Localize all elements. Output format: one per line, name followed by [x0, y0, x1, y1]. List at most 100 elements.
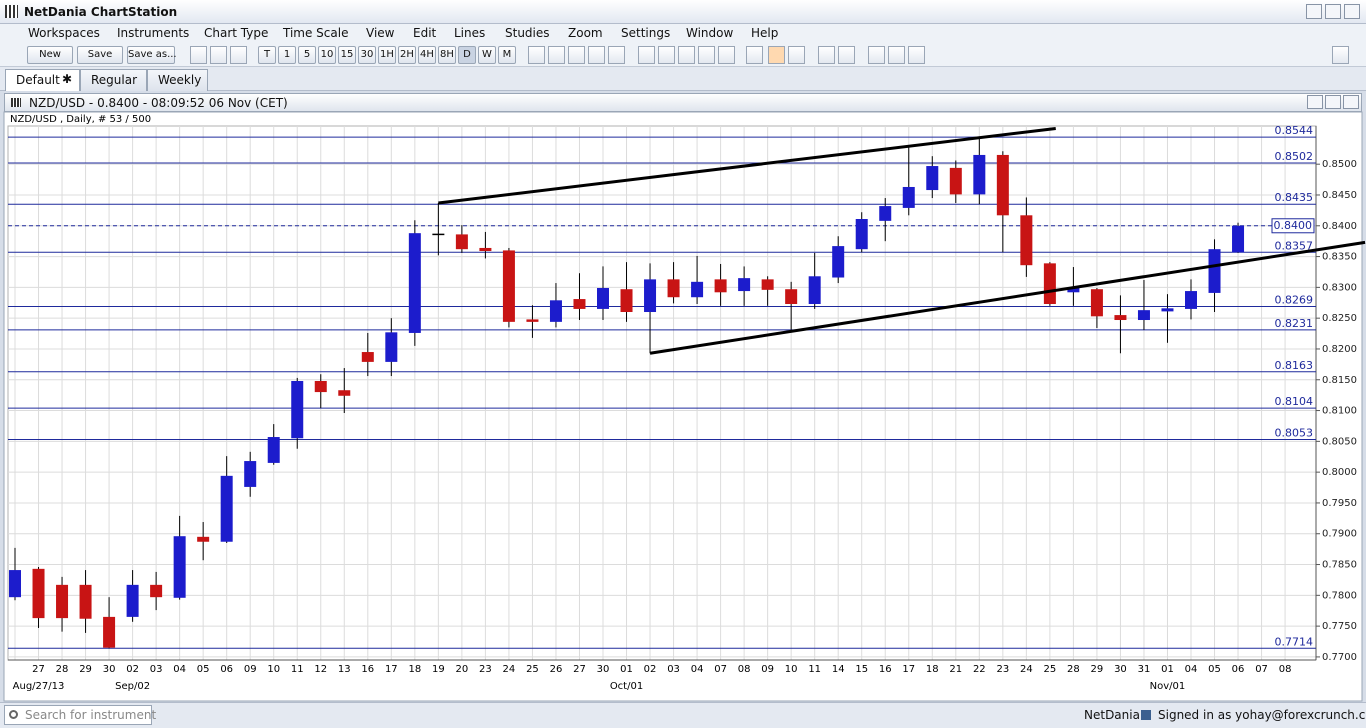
panel-icon[interactable]	[1332, 46, 1349, 64]
delete-icon[interactable]	[768, 46, 785, 64]
candle-body	[455, 234, 468, 250]
candle-body	[1090, 289, 1103, 317]
x-tick-label: 02	[126, 664, 139, 675]
x-tick-label: 29	[79, 664, 92, 675]
chart-window-title: NZD/USD - 0.8400 - 08:09:52 06 Nov (CET)	[29, 96, 288, 110]
chart-restore[interactable]	[1325, 95, 1341, 109]
x-tick-label: 11	[291, 664, 304, 675]
trendline-icon[interactable]	[746, 46, 763, 64]
search-box[interactable]: Search for instrument	[4, 705, 156, 725]
timeframe-button[interactable]: 2H	[398, 46, 416, 64]
menu-item[interactable]: Lines	[454, 26, 486, 40]
scroll-icon[interactable]	[588, 46, 605, 64]
y-tick-label: 0.7900	[1322, 529, 1357, 540]
zoom-reset-icon[interactable]	[908, 46, 925, 64]
candle-body	[691, 281, 704, 298]
candle-body	[785, 289, 798, 304]
tab[interactable]: Weekly	[147, 69, 208, 91]
channel-icon[interactable]	[678, 46, 695, 64]
candle-body	[197, 536, 210, 542]
timeframe-button[interactable]: 1	[278, 46, 296, 64]
x-tick-label: 03	[150, 664, 163, 675]
preview-icon[interactable]	[838, 46, 855, 64]
x-tick-label: 07	[714, 664, 727, 675]
candle-body	[879, 206, 892, 221]
user-icon	[1141, 710, 1151, 720]
pointer-icon[interactable]	[718, 46, 735, 64]
info-icon[interactable]	[568, 46, 585, 64]
tab[interactable]: Default	[5, 69, 80, 91]
menu-item[interactable]: Settings	[621, 26, 671, 40]
candle-body	[79, 584, 92, 619]
menu-item[interactable]: Chart Type	[204, 26, 269, 40]
close-button[interactable]	[1344, 4, 1360, 19]
fib-icon[interactable]	[658, 46, 675, 64]
y-tick-label: 0.8150	[1322, 375, 1357, 386]
timeframe-button[interactable]: M	[498, 46, 516, 64]
toolbar-button[interactable]: Save as...	[127, 46, 177, 64]
candle-body	[103, 616, 116, 648]
candle-body	[1161, 308, 1174, 312]
menu-item[interactable]: Time Scale	[283, 26, 349, 40]
timeframe-button[interactable]: 1H	[378, 46, 396, 64]
timeframe-button[interactable]: T	[258, 46, 276, 64]
toolbar-button[interactable]: New	[27, 46, 73, 64]
draw-icon[interactable]	[638, 46, 655, 64]
timeframe-button[interactable]: 10	[318, 46, 336, 64]
timeframe-button[interactable]: D	[458, 46, 476, 64]
timeframe-button[interactable]: 15	[338, 46, 356, 64]
candle-body	[502, 250, 515, 322]
line-icon[interactable]	[230, 46, 247, 64]
tab-close[interactable]: ✱	[62, 72, 73, 86]
x-tick-label: 04	[691, 664, 704, 675]
x-tick-label: 02	[644, 664, 657, 675]
x-tick-label: 07	[1255, 664, 1268, 675]
menu-item[interactable]: Help	[751, 26, 779, 40]
print-icon[interactable]	[818, 46, 835, 64]
candle-body	[361, 352, 374, 362]
zoom-out-icon[interactable]	[888, 46, 905, 64]
y-tick-label: 0.8100	[1322, 406, 1357, 417]
candle-body	[1185, 291, 1197, 309]
crosshair-icon[interactable]	[528, 46, 545, 64]
x-tick-label: 16	[361, 664, 374, 675]
timeframe-button[interactable]: 4H	[418, 46, 436, 64]
menu-item[interactable]: Zoom	[568, 26, 603, 40]
menu-item[interactable]: Workspaces	[28, 26, 100, 40]
restore-button[interactable]	[1325, 4, 1341, 19]
x-tick-label: 28	[1067, 664, 1080, 675]
candle-body	[926, 166, 939, 191]
tab[interactable]: Regular	[80, 69, 147, 91]
grid-icon[interactable]	[548, 46, 565, 64]
menu-item[interactable]: Studies	[505, 26, 550, 40]
x-tick-label: 01	[1161, 664, 1174, 675]
candle-body	[573, 299, 586, 309]
toolbar-button[interactable]: Save	[77, 46, 123, 64]
zoom-in-icon[interactable]	[868, 46, 885, 64]
menu-item[interactable]: Window	[686, 26, 734, 40]
timeframe-button[interactable]: 30	[358, 46, 376, 64]
chart-close[interactable]	[1343, 95, 1359, 109]
timeframe-button[interactable]: W	[478, 46, 496, 64]
menu-item[interactable]: Instruments	[117, 26, 190, 40]
menu-item[interactable]: Edit	[413, 26, 437, 40]
candle-body	[150, 584, 163, 598]
gann-icon[interactable]	[698, 46, 715, 64]
timeframe-button[interactable]: 8H	[438, 46, 456, 64]
timeframe-button[interactable]: 5	[298, 46, 316, 64]
candle-icon[interactable]	[190, 46, 207, 64]
chart-minimize[interactable]	[1307, 95, 1323, 109]
candle-body	[902, 186, 915, 208]
x-tick-label: 11	[808, 664, 821, 675]
x-tick-label: 05	[1208, 664, 1221, 675]
minimize-button[interactable]	[1306, 4, 1322, 19]
bar-icon[interactable]	[210, 46, 227, 64]
price-level-label: 0.8357	[1275, 239, 1314, 252]
volume-icon[interactable]	[608, 46, 625, 64]
menu-item[interactable]: View	[366, 26, 395, 40]
delete-all-icon[interactable]	[788, 46, 805, 64]
candle-body	[220, 475, 233, 542]
candle-body	[1114, 315, 1127, 321]
candle-body	[173, 536, 186, 598]
